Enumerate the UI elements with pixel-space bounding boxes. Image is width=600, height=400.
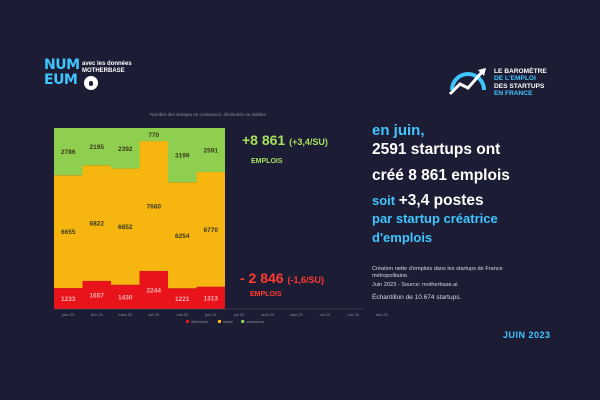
logo-letters-bottom: EUM [44, 72, 78, 88]
x-tick-8: sept 23 [290, 313, 302, 317]
bar-label-croissance-4: 3199 [175, 153, 190, 160]
bar-label-croissance-1: 2195 [90, 144, 105, 151]
bar-stable-1 [82, 165, 111, 281]
bar-label-diminution-3: 2244 [147, 287, 162, 294]
chart-bar-labels: 1233 6655 2786 1657 6822 2195 1430 6852 2392 2244… [61, 132, 218, 303]
x-tick-11: déc 23 [376, 313, 387, 317]
bar-label-diminution-5: 1313 [204, 295, 219, 302]
x-tick-5: juin 23 [204, 313, 216, 317]
headline-line2: 2591 startups ont [372, 141, 501, 158]
numeum-logo: NUM EUM [44, 57, 98, 90]
source-line2: Juin 2023 - Source: motherbase.ai [372, 282, 458, 288]
headline-line1: en juin, [372, 122, 425, 139]
chart-subtitle: Nombre des startups en croissance, dimin… [150, 112, 266, 117]
barometer-line1: LE BAROMÈTRE [494, 68, 547, 75]
headline-line6: d'emplois [372, 230, 433, 245]
bar-stable-4 [168, 182, 197, 289]
bar-diminution-4 [168, 288, 197, 309]
bar-label-croissance-0: 2786 [61, 149, 76, 156]
barometer-line2: DE L'EMPLOI [494, 75, 536, 83]
x-tick-6: juil 23 [233, 313, 244, 317]
bar-label-croissance-2: 2392 [118, 146, 133, 153]
bar-croissance-3 [139, 128, 168, 142]
chart-bars [54, 128, 225, 309]
x-tick-9: oct 23 [320, 313, 330, 317]
bar-label-diminution-1: 1657 [90, 292, 105, 299]
bar-croissance-1 [82, 128, 111, 166]
negative-ratio: (-1,6/SU) [287, 275, 324, 285]
bar-diminution-0 [54, 288, 83, 309]
barometer-line4: EN FRANCE [494, 89, 533, 97]
bar-diminution-1 [82, 280, 111, 309]
x-tick-10: nov 23 [348, 313, 359, 317]
headline-line4-prefix: soit [372, 193, 396, 208]
source-line1: Création nette d'emplois dans les startu… [372, 266, 503, 279]
x-tick-7: août 23 [261, 313, 274, 317]
bar-diminution-5 [196, 286, 225, 309]
x-tick-0: janv 23 [61, 313, 74, 317]
logo-sub-line1: avec les données [82, 61, 132, 67]
legend-swatch-diminution [186, 320, 189, 323]
date-badge: JUIN 2023 [503, 330, 551, 340]
stacked-bar-chart: 1233 6655 2786 1657 6822 2195 1430 6852 2392 2244… [54, 128, 387, 324]
legend-swatch-stable [218, 320, 221, 323]
negative-callout: - 2 846 (-1,6/SU) [240, 270, 324, 286]
legend-label-croissance: croissance [246, 320, 264, 324]
logo-sub-line2: MOTHERBASE [82, 68, 125, 74]
logo-dot-icon [89, 81, 93, 86]
positive-value: +8 861 [242, 132, 286, 148]
headline-line4: soit +3,4 postes [372, 192, 484, 210]
bar-stable-0 [54, 175, 83, 289]
legend-swatch-croissance [241, 320, 245, 323]
logo-letters-top: NUM [44, 57, 80, 73]
bar-label-croissance-5: 2591 [204, 147, 219, 154]
logo-subtitle: avec les données MOTHERBASE [82, 61, 132, 75]
bar-label-stable-5: 6770 [204, 227, 219, 234]
barometer-line3: DES STARTUPS [494, 82, 545, 90]
bar-label-stable-2: 6852 [118, 224, 133, 231]
x-axis-ticks: janv 23 févr 23 mars 23 avr 23 mai 23 juin 23… [61, 313, 387, 317]
bar-croissance-4 [168, 128, 197, 183]
bar-label-stable-4: 6254 [175, 233, 190, 240]
headline-line5: par startup créatrice [372, 211, 498, 226]
x-tick-1: févr 23 [91, 313, 103, 317]
bar-croissance-0 [54, 128, 83, 176]
barometer-title: LE BAROMÈTRE DE L'EMPLOI DES STARTUPS EN… [494, 68, 574, 97]
legend-label-diminution: diminution [191, 320, 208, 324]
bar-diminution-2 [111, 284, 140, 309]
legend-label-stable: stable [223, 320, 233, 324]
bar-diminution-3 [139, 270, 168, 309]
bar-label-diminution-4: 1221 [175, 296, 190, 303]
bar-label-diminution-0: 1233 [61, 296, 76, 303]
negative-value: - 2 846 [240, 270, 284, 286]
bar-stable-3 [139, 141, 168, 271]
chart-legend: diminution stable croissance [186, 320, 264, 324]
headline-line3: créé 8 861 emplois [372, 167, 510, 184]
bar-label-diminution-2: 1430 [118, 294, 133, 301]
positive-callout: +8 861 (+3,4/SU) [242, 132, 328, 148]
bar-croissance-2 [111, 128, 140, 169]
bar-croissance-5 [196, 128, 225, 172]
x-tick-3: avr 23 [148, 313, 159, 317]
bar-label-stable-3: 7660 [147, 204, 162, 211]
bar-label-stable-0: 6655 [61, 229, 76, 236]
x-tick-4: mai 23 [177, 313, 188, 317]
positive-unit: EMPLOIS [251, 158, 283, 165]
bar-label-croissance-3: 770 [148, 132, 159, 139]
bar-stable-2 [111, 168, 140, 285]
bar-label-stable-1: 6822 [90, 221, 105, 228]
barometer-gauge-icon [448, 68, 486, 96]
headline-line4-value: +3,4 postes [398, 192, 484, 209]
x-tick-2: mars 23 [118, 313, 132, 317]
bar-stable-5 [196, 171, 225, 287]
negative-unit: EMPLOIS [250, 291, 282, 298]
sample-size: Échantillon de 10.674 startups. [372, 294, 462, 301]
positive-ratio: (+3,4/SU) [289, 137, 328, 147]
